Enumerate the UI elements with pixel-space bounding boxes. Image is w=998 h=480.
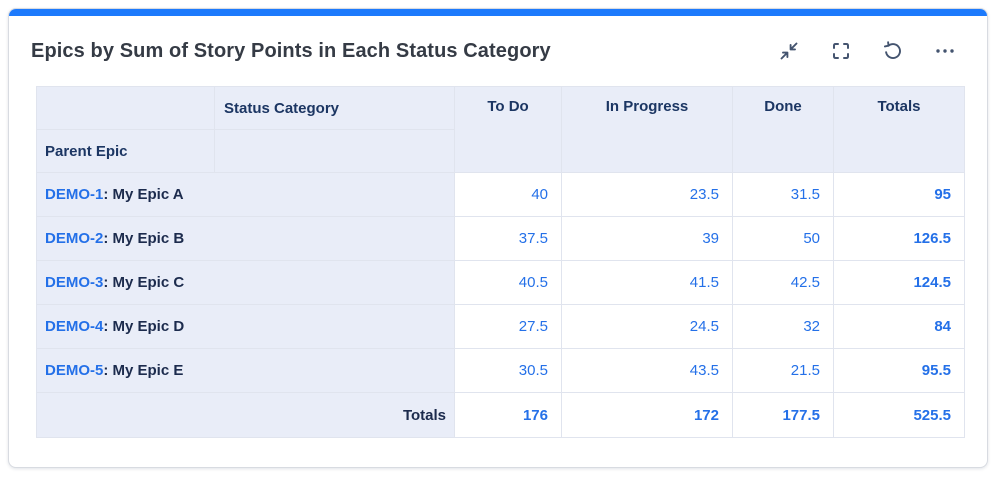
empty-header-cell — [214, 129, 455, 173]
value-cell: 41.5 — [561, 260, 733, 305]
value-cell: 40.5 — [454, 260, 562, 305]
collapse-button[interactable] — [777, 39, 801, 63]
epic-title: : My Epic E — [103, 362, 184, 379]
gadget-toolbar — [777, 39, 957, 63]
totals-row: Totals 176 172 177.5 525.5 — [36, 392, 965, 438]
value-cell: 23.5 — [561, 172, 733, 217]
value-cell: 42.5 — [732, 260, 834, 305]
epic-label-cell: DEMO-1: My Epic A — [36, 172, 455, 217]
more-options-icon — [934, 41, 956, 61]
table-row: DEMO-1: My Epic A 40 23.5 31.5 95 — [36, 172, 965, 217]
value-cell: 39 — [561, 216, 733, 261]
epic-title: : My Epic B — [103, 230, 185, 247]
column-header-in-progress: In Progress — [561, 86, 733, 173]
value-cell: 32 — [732, 304, 834, 349]
collapse-icon — [779, 41, 799, 61]
value-cell: 30.5 — [454, 348, 562, 393]
column-total-cell: 172 — [561, 392, 733, 438]
column-total-cell: 177.5 — [732, 392, 834, 438]
epic-title: : My Epic D — [103, 318, 185, 335]
value-cell: 50 — [732, 216, 834, 261]
corner-cell — [36, 86, 215, 130]
row-total-cell: 124.5 — [833, 260, 965, 305]
value-cell: 43.5 — [561, 348, 733, 393]
table-row: DEMO-2: My Epic B 37.5 39 50 126.5 — [36, 216, 965, 261]
epic-link[interactable]: DEMO-1 — [45, 186, 104, 203]
row-total-cell: 126.5 — [833, 216, 965, 261]
refresh-icon — [883, 41, 903, 61]
row-total-cell: 95 — [833, 172, 965, 217]
column-total-cell: 176 — [454, 392, 562, 438]
gadget-header: Epics by Sum of Story Points in Each Sta… — [9, 16, 987, 86]
pivot-table-container: Status Category To Do In Progress Done T… — [9, 86, 987, 438]
epic-link[interactable]: DEMO-4 — [45, 318, 104, 335]
fullscreen-button[interactable] — [829, 39, 853, 63]
gadget-title: Epics by Sum of Story Points in Each Sta… — [31, 40, 551, 62]
fullscreen-icon — [831, 41, 851, 61]
epic-label-cell: DEMO-2: My Epic B — [36, 216, 455, 261]
gadget-card: Epics by Sum of Story Points in Each Sta… — [8, 8, 988, 468]
value-cell: 21.5 — [732, 348, 834, 393]
column-group-header: Status Category — [214, 86, 455, 130]
epic-label-cell: DEMO-4: My Epic D — [36, 304, 455, 349]
row-total-cell: 95.5 — [833, 348, 965, 393]
row-group-header: Parent Epic — [36, 129, 215, 173]
accent-bar — [9, 9, 987, 16]
grand-total-cell: 525.5 — [833, 392, 965, 438]
value-cell: 31.5 — [732, 172, 834, 217]
column-header-todo: To Do — [454, 86, 562, 173]
totals-row-label: Totals — [36, 392, 455, 438]
refresh-button[interactable] — [881, 39, 905, 63]
epic-link[interactable]: DEMO-3 — [45, 274, 104, 291]
value-cell: 27.5 — [454, 304, 562, 349]
value-cell: 37.5 — [454, 216, 562, 261]
epic-link[interactable]: DEMO-2 — [45, 230, 104, 247]
table-row: DEMO-5: My Epic E 30.5 43.5 21.5 95.5 — [36, 348, 965, 393]
table-row: DEMO-3: My Epic C 40.5 41.5 42.5 124.5 — [36, 260, 965, 305]
value-cell: 24.5 — [561, 304, 733, 349]
epic-title: : My Epic C — [103, 274, 185, 291]
table-row: DEMO-4: My Epic D 27.5 24.5 32 84 — [36, 304, 965, 349]
epic-link[interactable]: DEMO-5 — [45, 362, 104, 379]
column-header-totals: Totals — [833, 86, 965, 173]
column-header-done: Done — [732, 86, 834, 173]
epic-label-cell: DEMO-3: My Epic C — [36, 260, 455, 305]
pivot-table: Status Category To Do In Progress Done T… — [36, 86, 965, 438]
more-options-button[interactable] — [933, 39, 957, 63]
epic-title: : My Epic A — [103, 186, 184, 203]
row-total-cell: 84 — [833, 304, 965, 349]
epic-label-cell: DEMO-5: My Epic E — [36, 348, 455, 393]
value-cell: 40 — [454, 172, 562, 217]
